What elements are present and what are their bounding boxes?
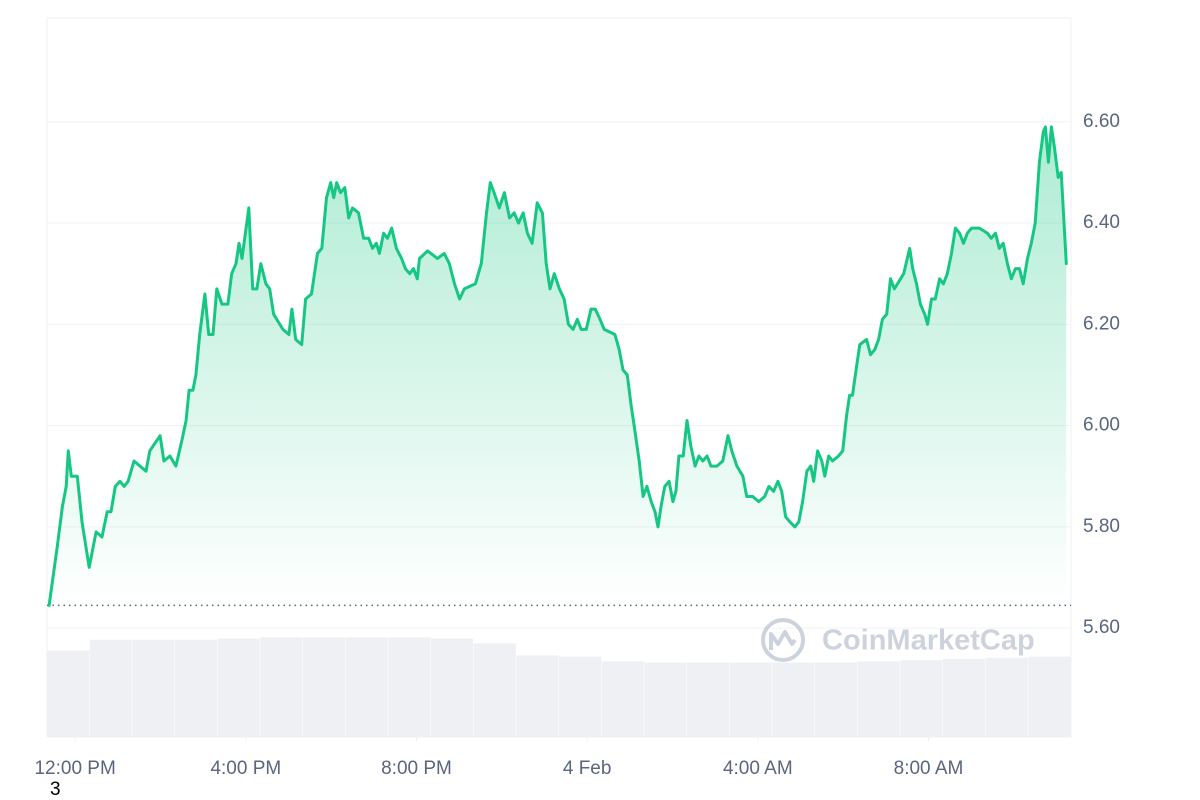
volume-bar	[132, 639, 175, 737]
watermark-logo-mark	[769, 630, 797, 650]
volume-bar	[47, 650, 90, 737]
volume-bar	[260, 637, 303, 737]
volume-bar	[729, 662, 772, 737]
x-tick-label: 4 Feb	[563, 758, 612, 779]
y-tick-label: 6.00	[1083, 415, 1120, 436]
volume-bar	[217, 638, 260, 737]
volume-bar	[473, 643, 516, 737]
watermark-text: CoinMarketCap	[822, 625, 1035, 657]
x-tick-label: 8:00 AM	[894, 758, 964, 779]
volume-bar	[772, 662, 815, 737]
volume-bar	[1028, 656, 1071, 737]
y-tick-label: 5.60	[1083, 617, 1120, 638]
volume-bar	[345, 637, 388, 737]
volume-bar	[303, 637, 346, 737]
x-tick-label: 12:00 PM	[34, 758, 115, 779]
volume-bar	[644, 662, 687, 737]
plot-layer	[47, 125, 1071, 607]
volume-bar	[559, 656, 602, 737]
watermark-logo	[761, 618, 805, 662]
volume-bar	[89, 639, 132, 737]
price-area	[49, 126, 1067, 606]
volume-bar	[857, 661, 900, 737]
x-tick-label: 4:00 PM	[210, 758, 281, 779]
volume-bar	[431, 638, 474, 737]
volume-bar	[687, 662, 730, 737]
price-line	[47, 125, 1068, 607]
volume-bar	[175, 639, 218, 737]
y-tick-label: 6.60	[1083, 111, 1120, 132]
volume-bar	[388, 637, 431, 737]
footnote: 3	[50, 779, 61, 800]
volume-layer	[47, 637, 1071, 737]
volume-bar	[601, 661, 644, 737]
volume-bar	[900, 660, 943, 737]
x-tick-label: 8:00 PM	[381, 758, 452, 779]
volume-bar	[943, 659, 986, 737]
volume-bar	[516, 655, 559, 737]
volume-bar	[985, 657, 1028, 737]
y-tick-label: 6.40	[1083, 212, 1120, 233]
volume-bar	[815, 662, 858, 737]
y-tick-label: 5.80	[1083, 516, 1120, 537]
watermark: CoinMarketCap	[761, 618, 1035, 662]
y-tick-label: 6.20	[1083, 313, 1120, 334]
x-tick-label: 4:00 AM	[723, 758, 793, 779]
